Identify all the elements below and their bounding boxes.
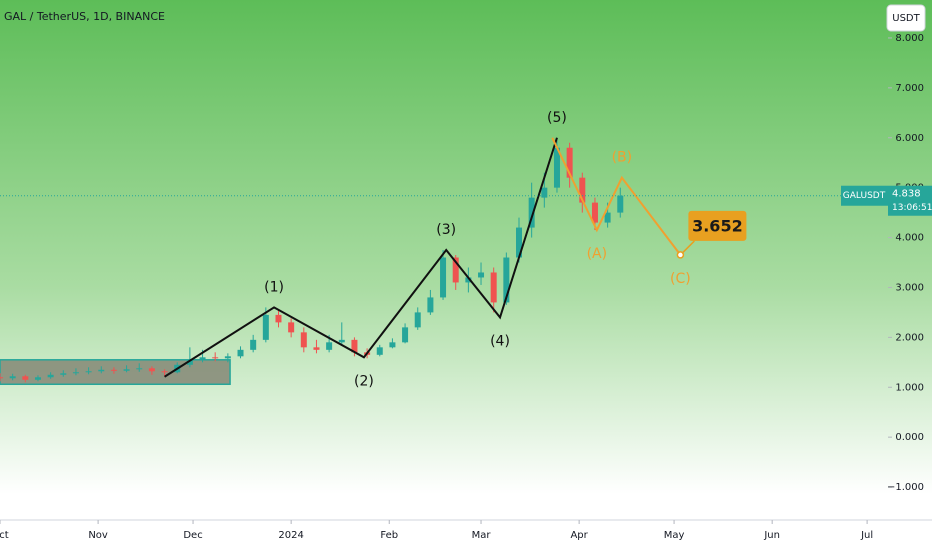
candle-body (22, 376, 29, 380)
wave-label: (A) (587, 246, 608, 262)
wave-label: (B) (612, 150, 633, 166)
candle-body (591, 202, 598, 223)
candle-body (604, 212, 611, 223)
x-tick-label: Feb (380, 530, 398, 541)
y-tick-label: 2.000 (895, 332, 924, 343)
candle-body (9, 376, 16, 379)
candle-body (402, 327, 409, 343)
candle-body (34, 377, 41, 380)
candle-body (338, 339, 345, 343)
y-tick-label: 7.000 (895, 83, 924, 94)
candle-body (566, 147, 573, 178)
x-tick-label: 2024 (278, 530, 303, 541)
candle-body (148, 368, 155, 372)
currency-button[interactable] (886, 4, 926, 32)
candle-body (541, 187, 548, 198)
candle-body (275, 314, 282, 323)
symbol-label: GALUSDT (843, 191, 886, 201)
candle-body (427, 297, 434, 313)
wave-label: (3) (436, 222, 456, 238)
candle-body (288, 322, 295, 333)
wave-label: (4) (490, 333, 510, 349)
candle-body (224, 356, 231, 359)
x-tick-label: Apr (570, 530, 588, 541)
price-label: 4.838 (892, 189, 921, 200)
chart-title: GAL / TetherUS, 1D, BINANCE (4, 10, 165, 23)
candle-body (0, 377, 3, 379)
currency-label[interactable]: USDT (892, 13, 920, 24)
candle-body (516, 227, 523, 258)
y-tick-label: 0.000 (895, 432, 924, 443)
candle-body (212, 357, 219, 359)
candle-body (553, 147, 560, 188)
candle-body (47, 374, 54, 378)
candle-body (186, 359, 193, 365)
x-tick-label: Jul (860, 530, 873, 541)
y-tick-label: 3.000 (895, 282, 924, 293)
candle-body (389, 342, 396, 348)
candle-body (262, 314, 269, 340)
y-tick-label: 6.000 (895, 133, 924, 144)
y-tick-label: −1.000 (887, 482, 924, 493)
y-tick-label: 8.000 (895, 33, 924, 44)
candle-body (376, 347, 383, 355)
x-tick-label: Dec (183, 530, 202, 541)
candle-body (313, 347, 320, 350)
target-box (688, 210, 747, 241)
countdown-label: 13:06:51 (892, 203, 932, 213)
y-tick-label: 4.000 (895, 233, 924, 244)
wave-label: (C) (670, 271, 691, 287)
x-tick-label: Oct (0, 530, 9, 541)
candle-body (237, 349, 244, 357)
candle-body (136, 368, 143, 370)
price-badge (888, 185, 932, 216)
candle-body (72, 372, 79, 374)
y-tick-label: 1.000 (895, 382, 924, 393)
candle-body (300, 332, 307, 348)
candle-body (579, 177, 586, 203)
symbol-badge (841, 185, 888, 206)
wave-label: (1) (264, 279, 284, 295)
target-label: 3.652 (692, 216, 743, 235)
target-point (676, 251, 685, 259)
x-tick-label: Nov (88, 530, 108, 541)
candle-body (465, 277, 472, 283)
x-tick-label: May (664, 530, 685, 541)
candle-body (490, 272, 497, 303)
wave-label: (5) (547, 110, 567, 126)
wave-line (551, 137, 682, 256)
wave-line (164, 137, 558, 378)
wave-label: (2) (354, 373, 374, 389)
candle-body (250, 339, 257, 350)
candle-body (123, 369, 130, 371)
candle-body (85, 371, 92, 373)
target-connector (681, 240, 695, 254)
candle-body (199, 357, 206, 360)
candle-body (326, 342, 333, 350)
candle-body (161, 371, 168, 373)
candle-body (452, 257, 459, 283)
candle-body (440, 257, 447, 298)
candle-body (110, 369, 117, 371)
candle-body (617, 195, 624, 213)
candle-body (478, 272, 485, 278)
background (0, 0, 932, 520)
candle-body (528, 197, 535, 228)
candle-body (414, 312, 421, 328)
candle-body (98, 369, 105, 372)
price-zone (0, 359, 231, 386)
candle-body (351, 339, 358, 353)
candle-body (60, 373, 67, 375)
plot-area: (1) (2) (3) (4) (5) (A) (B) (C) 3.652 (0, 110, 888, 389)
x-tick-label: Jun (763, 530, 780, 541)
candle-body (503, 257, 510, 303)
x-tick-label: Mar (472, 530, 492, 541)
